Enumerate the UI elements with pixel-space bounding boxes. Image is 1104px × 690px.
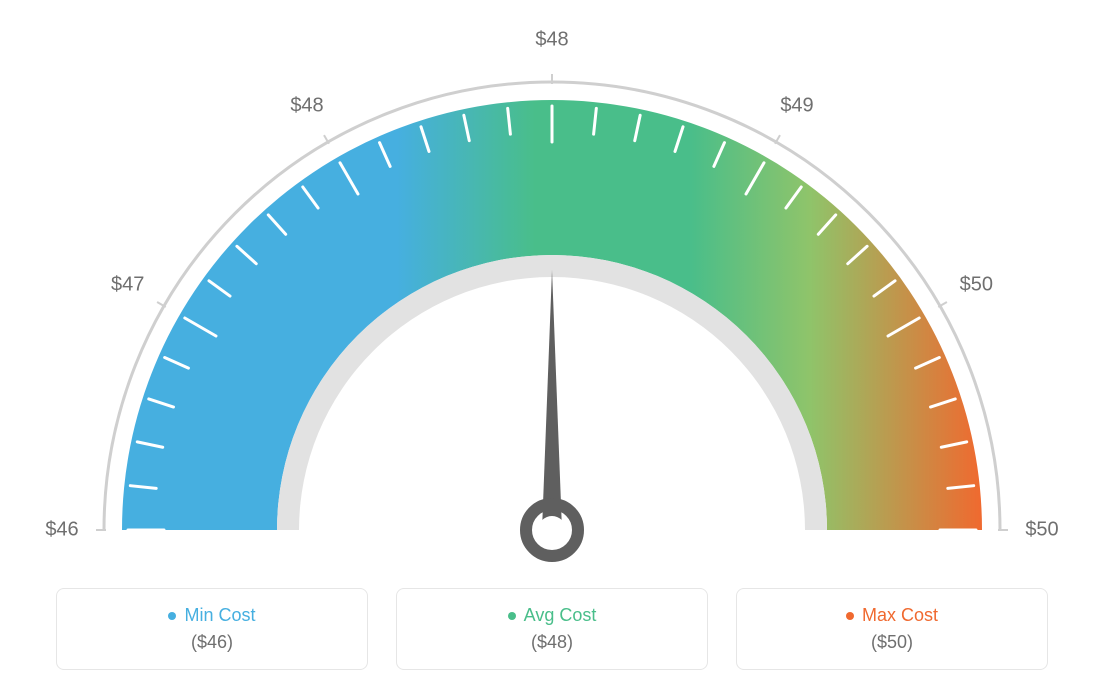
legend-value-min: ($46) (191, 632, 233, 653)
legend-row: Min Cost ($46) Avg Cost ($48) Max Cost (… (0, 588, 1104, 670)
legend-title-avg: Avg Cost (508, 605, 597, 626)
legend-title-min: Min Cost (168, 605, 255, 626)
chart-container: $46 $47 $48 $48 $49 $50 $50 Min Cost ($46) Avg… (0, 0, 1104, 690)
gauge-needle-hub-inner (538, 516, 566, 544)
gauge-tick-label: $46 (45, 519, 78, 542)
gauge-needle (542, 270, 562, 530)
legend-dot-min (168, 612, 176, 620)
gauge-area: $46 $47 $48 $48 $49 $50 $50 (0, 0, 1104, 580)
legend-title-text-max: Max Cost (862, 605, 938, 626)
gauge-tick-label: $49 (780, 94, 813, 117)
gauge-tick-label: $48 (535, 29, 568, 52)
legend-value-avg: ($48) (531, 632, 573, 653)
legend-card-min: Min Cost ($46) (56, 588, 368, 670)
legend-card-max: Max Cost ($50) (736, 588, 1048, 670)
legend-value-max: ($50) (871, 632, 913, 653)
legend-title-text-avg: Avg Cost (524, 605, 597, 626)
legend-dot-avg (508, 612, 516, 620)
gauge-tick-label: $50 (1025, 519, 1058, 542)
legend-title-text-min: Min Cost (184, 605, 255, 626)
legend-title-max: Max Cost (846, 605, 938, 626)
legend-card-avg: Avg Cost ($48) (396, 588, 708, 670)
gauge-svg (0, 0, 1104, 580)
gauge-tick-label: $48 (290, 94, 323, 117)
gauge-tick-label: $47 (111, 274, 144, 297)
gauge-tick-label: $50 (960, 274, 993, 297)
legend-dot-max (846, 612, 854, 620)
